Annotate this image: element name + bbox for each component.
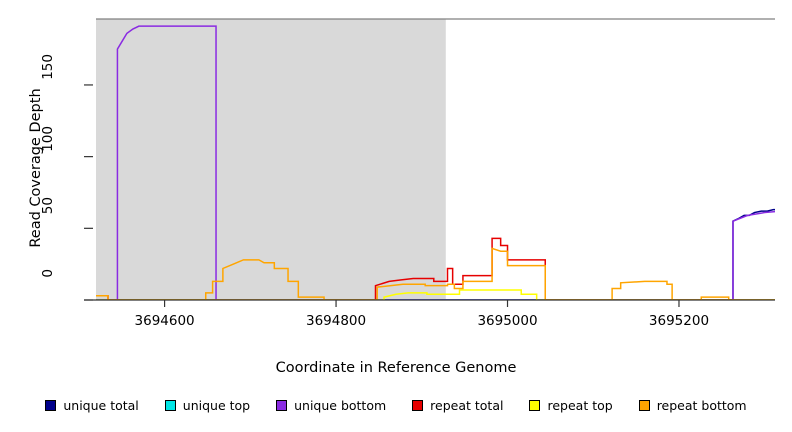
x-tick-label: 3695000 (477, 313, 538, 329)
legend-item[interactable]: unique bottom (276, 398, 386, 413)
series-line (96, 247, 775, 300)
x-tick-label: 3694800 (305, 313, 367, 329)
legend-label: repeat top (547, 398, 613, 413)
series-line (96, 25, 775, 300)
x-tick-label: 3695200 (648, 313, 710, 329)
series-line (96, 237, 775, 300)
legend-swatch-icon (45, 400, 57, 411)
legend-item[interactable]: repeat bottom (638, 398, 747, 413)
legend-item[interactable]: unique total (45, 398, 139, 413)
legend-label: unique total (63, 398, 139, 413)
legend-label: repeat bottom (656, 398, 747, 413)
legend-label: unique top (182, 398, 251, 413)
legend-label: repeat total (430, 398, 504, 413)
chart-legend: unique total unique top unique bottom repea… (0, 398, 792, 413)
legend-item[interactable]: repeat total (412, 398, 503, 413)
legend-label: unique bottom (294, 398, 387, 413)
series-line (96, 289, 775, 300)
legend-swatch-icon (529, 400, 541, 411)
legend-swatch-icon (638, 400, 650, 411)
x-tick-label: 3694600 (134, 313, 195, 329)
legend-item[interactable]: repeat top (529, 398, 613, 413)
x-axis-label: Coordinate in Reference Genome (275, 360, 517, 376)
legend-swatch-icon (412, 400, 424, 411)
legend-swatch-icon (276, 400, 288, 411)
shaded-region (96, 19, 446, 300)
legend-swatch-icon (164, 400, 176, 411)
legend-item[interactable]: unique top (164, 398, 251, 413)
